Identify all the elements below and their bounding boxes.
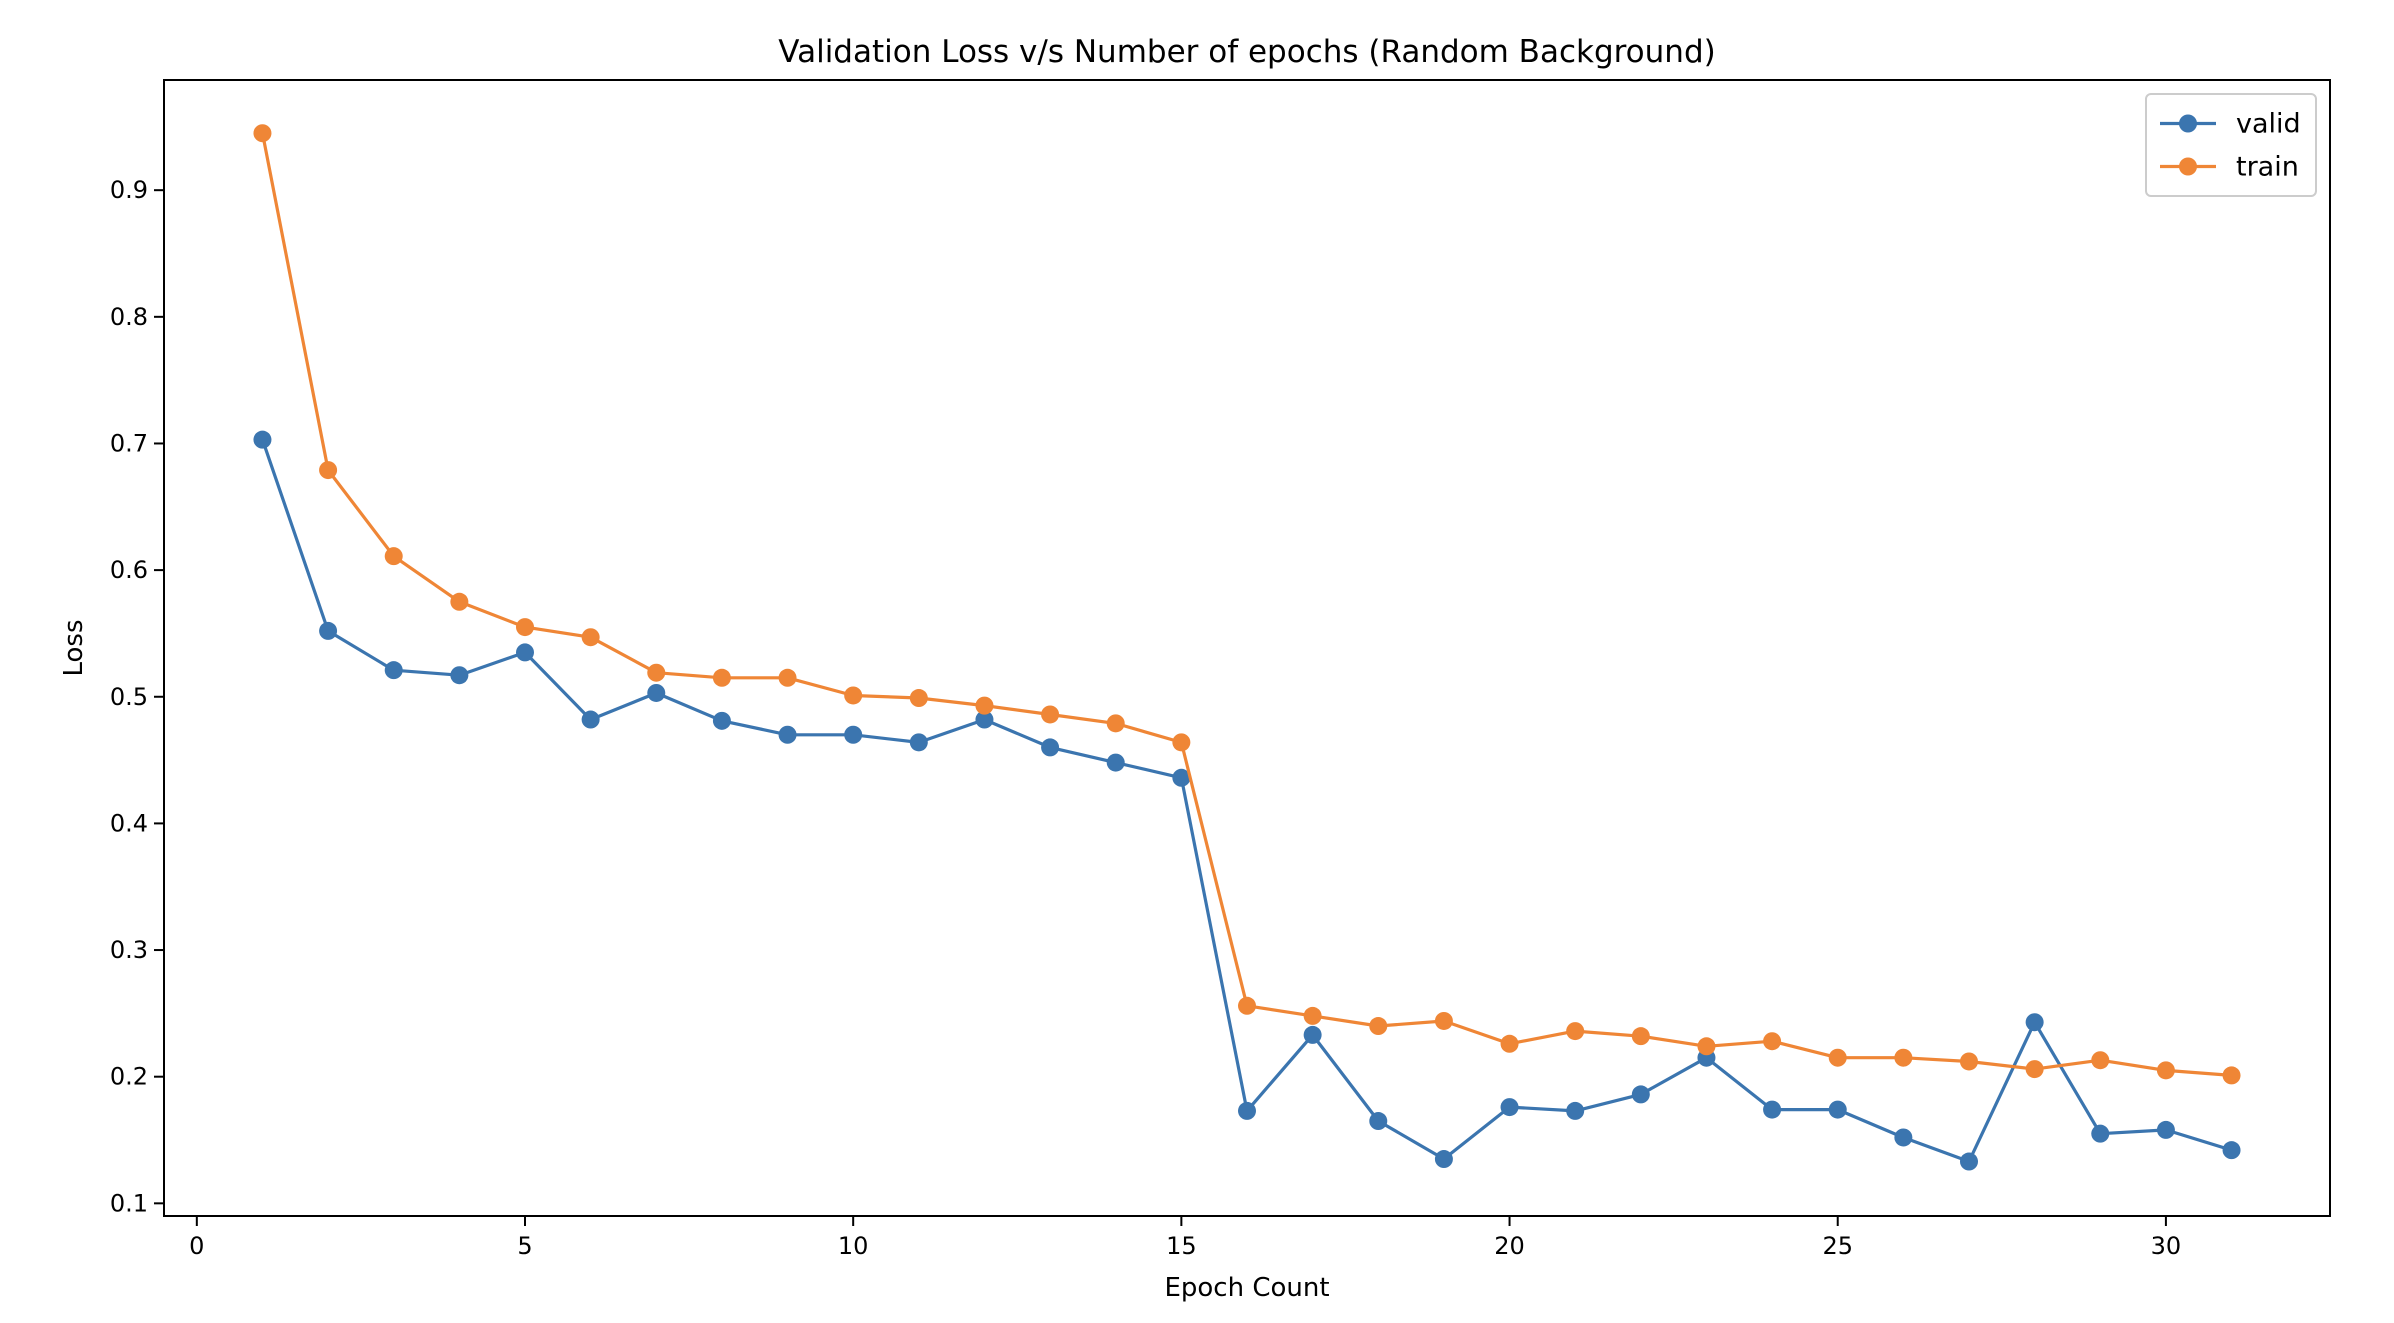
- data-point-valid: [2025, 1013, 2044, 1032]
- data-point-train: [516, 618, 534, 637]
- data-point-valid: [1369, 1112, 1388, 1131]
- x-tick-label: 15: [1166, 1232, 1197, 1260]
- data-point-train: [2156, 1061, 2175, 1080]
- data-point-train: [1960, 1052, 1978, 1071]
- y-tick-label: 0.1: [110, 1189, 148, 1217]
- legend-marker-train: [2179, 157, 2197, 176]
- data-point-train: [1763, 1032, 1782, 1051]
- data-point-valid: [1434, 1150, 1453, 1169]
- data-point-valid: [581, 710, 600, 729]
- y-tick-label: 0.3: [110, 936, 148, 964]
- x-tick-label: 25: [1822, 1232, 1853, 1260]
- data-point-valid: [1763, 1100, 1782, 1119]
- data-point-train: [2222, 1066, 2241, 1085]
- data-point-train: [1369, 1017, 1388, 1036]
- data-point-valid: [778, 725, 797, 744]
- y-tick-label: 0.7: [110, 429, 148, 457]
- data-point-train: [844, 686, 863, 705]
- data-point-train: [975, 696, 994, 715]
- data-point-train: [581, 628, 600, 647]
- data-point-train: [1434, 1011, 1453, 1030]
- data-point-valid: [2091, 1124, 2110, 1143]
- data-point-valid: [1828, 1100, 1847, 1119]
- data-point-train: [1238, 996, 1256, 1015]
- data-point-train: [1106, 714, 1125, 733]
- data-point-train: [909, 689, 928, 708]
- data-point-valid: [319, 621, 338, 640]
- data-point-train: [2025, 1060, 2044, 1079]
- x-tick-label: 10: [838, 1232, 869, 1260]
- data-point-train: [1500, 1034, 1519, 1053]
- data-point-valid: [1500, 1098, 1519, 1117]
- data-point-train: [1172, 733, 1191, 752]
- plot-frame: [163, 79, 2331, 1217]
- data-point-valid: [450, 666, 469, 685]
- x-tick-label: 30: [2151, 1232, 2182, 1260]
- y-tick-label: 0.4: [110, 809, 148, 837]
- data-point-train: [384, 547, 403, 566]
- data-point-train: [450, 592, 469, 611]
- data-point-valid: [909, 733, 928, 752]
- chart-title: Validation Loss v/s Number of epochs (Ra…: [778, 34, 1715, 70]
- data-point-train: [1303, 1006, 1322, 1025]
- data-point-train: [253, 124, 272, 143]
- y-tick-label: 0.9: [110, 176, 148, 204]
- x-tick-label: 20: [1494, 1232, 1525, 1260]
- data-point-valid: [1172, 768, 1191, 787]
- data-point-valid: [384, 661, 403, 680]
- y-tick-label: 0.5: [110, 683, 148, 711]
- x-tick-label: 0: [189, 1232, 204, 1260]
- data-point-train: [1697, 1037, 1716, 1056]
- data-point-train: [647, 663, 666, 682]
- data-point-train: [2091, 1051, 2110, 1070]
- data-point-valid: [1631, 1085, 1650, 1104]
- x-axis-label: Epoch Count: [1164, 1273, 1329, 1303]
- data-point-valid: [975, 710, 994, 729]
- data-point-valid: [2222, 1141, 2241, 1160]
- data-point-valid: [1238, 1101, 1256, 1120]
- data-point-valid: [253, 430, 272, 449]
- data-point-valid: [1041, 738, 1060, 757]
- y-tick-label: 0.2: [110, 1063, 148, 1091]
- data-point-train: [319, 461, 338, 480]
- data-point-train: [1828, 1048, 1847, 1067]
- data-point-valid: [1894, 1128, 1913, 1147]
- data-point-train: [1894, 1048, 1913, 1067]
- data-point-train: [778, 668, 797, 687]
- data-point-valid: [1960, 1152, 1978, 1171]
- data-point-valid: [647, 683, 666, 702]
- y-axis-label: Loss: [59, 619, 89, 676]
- data-point-valid: [2156, 1120, 2175, 1139]
- data-point-train: [1566, 1022, 1585, 1041]
- data-point-valid: [1566, 1101, 1585, 1120]
- y-tick-label: 0.8: [110, 303, 148, 331]
- data-point-valid: [1303, 1025, 1322, 1044]
- data-point-valid: [844, 725, 863, 744]
- x-tick-label: 5: [517, 1232, 532, 1260]
- data-point-valid: [516, 643, 534, 662]
- legend-label-train: train: [2236, 152, 2299, 183]
- legend: valid train: [2145, 93, 2317, 197]
- y-tick-label: 0.6: [110, 556, 148, 584]
- plot-area: 0 5 10 15 20 25 30 0.1 0.2 0.3 0.4 0.5 0.6 0.7 0.8 0.9: [110, 124, 2241, 1260]
- data-point-valid: [1106, 753, 1125, 772]
- legend-label-valid: valid: [2236, 109, 2301, 140]
- legend-marker-valid: [2179, 114, 2197, 133]
- data-point-train: [712, 668, 731, 687]
- data-point-valid: [712, 711, 731, 730]
- data-point-train: [1041, 705, 1060, 724]
- data-point-train: [1631, 1027, 1650, 1046]
